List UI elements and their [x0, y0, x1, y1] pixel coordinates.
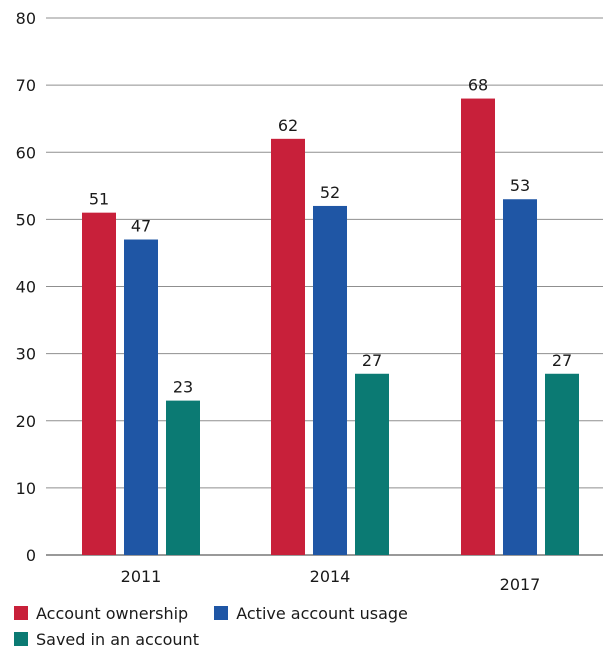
- data-label-active-account-usage-2014: 52: [320, 183, 340, 202]
- bar-active-account-usage-2017: [503, 199, 537, 556]
- y-tick-label-60: 60: [16, 143, 36, 162]
- legend-label-saved-in-an-account: Saved in an account: [36, 629, 199, 649]
- data-label-active-account-usage-2011: 47: [131, 217, 151, 236]
- bar-account-ownership-2011: [82, 212, 116, 555]
- bar-saved-in-an-account-2017: [545, 373, 579, 555]
- y-tick-label-40: 40: [16, 278, 36, 297]
- bar-account-ownership-2014: [271, 138, 305, 555]
- legend-swatch-account-ownership: [14, 606, 28, 620]
- y-tick-label-80: 80: [16, 9, 36, 28]
- bars: [82, 98, 579, 556]
- data-label-saved-in-an-account-2017: 27: [552, 351, 572, 370]
- y-tick-label-50: 50: [16, 210, 36, 229]
- x-tick-label-2017: 2017: [500, 575, 541, 594]
- legend-item-active-account-usage: Active account usage: [214, 604, 408, 623]
- legend-row-1: Account ownership Active account usage: [14, 600, 574, 626]
- legend-swatch-active-account-usage: [214, 606, 229, 620]
- data-label-account-ownership-2014: 62: [278, 116, 298, 135]
- x-tick-label-2014: 2014: [310, 567, 351, 586]
- legend-row-2: Saved in an account: [14, 626, 574, 652]
- bar-active-account-usage-2011: [124, 239, 158, 555]
- y-tick-label-30: 30: [16, 345, 36, 364]
- data-label-active-account-usage-2017: 53: [510, 176, 530, 195]
- bar-saved-in-an-account-2014: [355, 373, 389, 555]
- y-tick-label-70: 70: [16, 76, 36, 95]
- bar-saved-in-an-account-2011: [166, 400, 200, 555]
- bar-chart: 0 10 20 30 40 50 60 70 80 51 47 23 62 52 27 68 53 27 201…: [16, 9, 603, 594]
- bar-account-ownership-2017: [461, 98, 495, 556]
- data-label-saved-in-an-account-2011: 23: [173, 378, 193, 397]
- data-label-account-ownership-2017: 68: [468, 76, 488, 95]
- legend-item-account-ownership: Account ownership: [14, 604, 188, 623]
- data-label-saved-in-an-account-2014: 27: [362, 351, 382, 370]
- legend-swatch-saved-in-an-account: [14, 632, 28, 646]
- legend: Account ownership Active account usage S…: [14, 600, 574, 652]
- data-labels: 51 47 23 62 52 27 68 53 27: [89, 76, 572, 397]
- legend-label-active-account-usage: Active account usage: [236, 603, 408, 623]
- data-label-account-ownership-2011: 51: [89, 190, 109, 209]
- x-axis-tick-labels: 2011 2014 2017: [121, 567, 541, 594]
- y-tick-label-20: 20: [16, 412, 36, 431]
- legend-label-account-ownership: Account ownership: [36, 603, 189, 623]
- x-tick-label-2011: 2011: [121, 567, 162, 586]
- bar-active-account-usage-2014: [313, 205, 347, 555]
- legend-item-saved-in-an-account: Saved in an account: [14, 630, 199, 649]
- y-tick-label-0: 0: [26, 546, 36, 565]
- y-axis-tick-labels: 0 10 20 30 40 50 60 70 80: [16, 9, 36, 565]
- y-tick-label-10: 10: [16, 479, 36, 498]
